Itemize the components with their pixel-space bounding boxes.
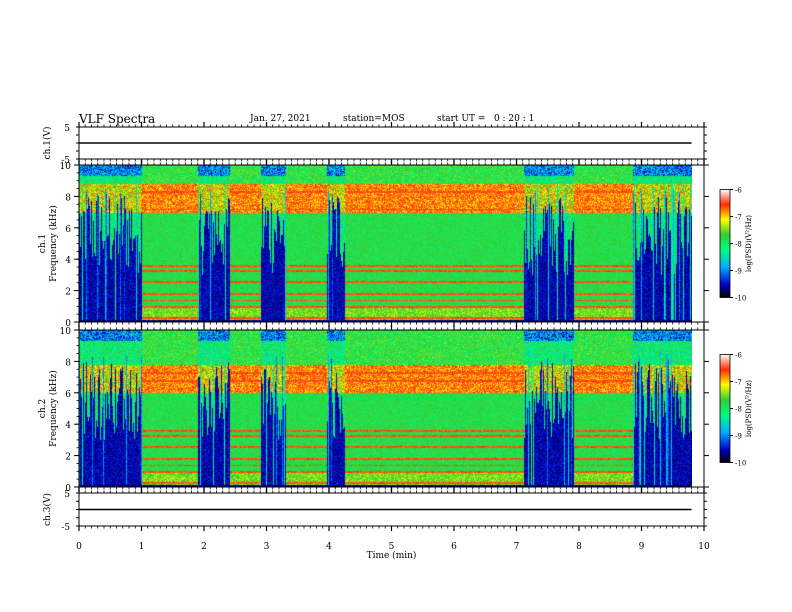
colorbar-tick-label: -7: [735, 214, 742, 222]
x-tick-label: 9: [639, 542, 645, 552]
x-tick-label: 0: [76, 542, 82, 552]
header-station: station=MOS: [343, 114, 405, 124]
x-tick-label: 8: [576, 542, 582, 552]
colorbar-tick-label: -8: [735, 406, 742, 414]
colorbar-ch2: [719, 354, 731, 463]
y-axis-label-channel: ch.2: [38, 399, 48, 418]
y-tick-label: 10: [60, 327, 72, 337]
y-axis-label-ch3: ch.3(V): [42, 493, 53, 526]
header-title: VLF Spectra: [79, 112, 156, 126]
y-tick-label: 5: [64, 124, 70, 134]
colorbar-tick-label: -9: [735, 268, 742, 276]
y-tick-label: 6: [65, 225, 71, 235]
y-tick-label: 8: [65, 358, 71, 368]
x-tick-label: 3: [264, 542, 270, 552]
colorbar-tick-label: -10: [735, 295, 746, 303]
x-axis-label: Time (min): [367, 550, 417, 561]
x-tick-label: 5: [389, 542, 395, 552]
colorbar-tick-label: -9: [735, 433, 742, 441]
y-axis-label-channel: ch.1: [38, 234, 48, 253]
y-tick-label: -5: [61, 523, 70, 533]
header-date: Jan. 27, 2021: [250, 114, 311, 124]
y-axis-label-frequency: Frequency (kHz): [48, 205, 59, 282]
header-start-ut: start UT = 0 : 20 : 1: [437, 114, 535, 124]
x-tick-label: 2: [201, 542, 207, 552]
y-tick-label: 8: [65, 193, 71, 203]
x-tick-label: 1: [139, 542, 145, 552]
y-tick-label: 2: [65, 453, 71, 463]
x-tick-label: 6: [451, 542, 457, 552]
x-tick-label: 10: [698, 542, 710, 552]
y-tick-label: 4: [65, 421, 71, 431]
y-tick-label: 4: [65, 256, 71, 266]
colorbar-tick-label: -8: [735, 241, 742, 249]
y-tick-label: 2: [65, 288, 71, 298]
y-tick-label: -5: [61, 156, 70, 166]
y-axis-label-ch1: ch.1(V): [42, 127, 53, 160]
x-tick-label: 7: [514, 542, 520, 552]
y-tick-label: 6: [65, 390, 71, 400]
y-tick-label: 5: [64, 490, 70, 500]
colorbar-tick-label: -6: [735, 187, 742, 195]
x-tick-label: 4: [326, 542, 332, 552]
colorbar-tick-label: -6: [735, 352, 742, 360]
colorbar-ch1: [719, 189, 731, 298]
y-tick-label: 10: [60, 162, 72, 172]
colorbar-tick-label: -7: [735, 379, 742, 387]
panels-layer: [79, 165, 692, 487]
y-tick-label: 0: [65, 319, 71, 329]
y-tick-label: 0: [65, 484, 71, 494]
spectrogram-image-ch2: [79, 330, 692, 487]
colorbar-label: log(PSD)(V²/Hz): [745, 380, 753, 437]
colorbar-label: log(PSD)(V²/Hz): [745, 215, 753, 272]
spectrogram-image-ch1: [79, 165, 692, 322]
y-axis-label-frequency: Frequency (kHz): [48, 370, 59, 447]
colorbar-tick-label: -10: [735, 460, 746, 468]
